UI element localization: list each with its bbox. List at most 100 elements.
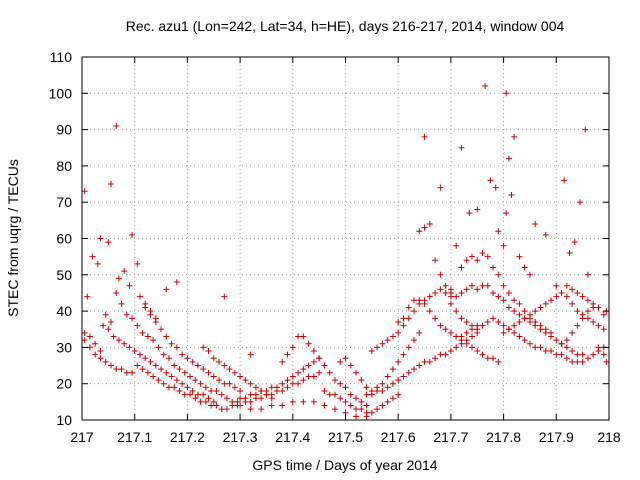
- data-point: [479, 250, 486, 257]
- data-point: [194, 391, 201, 398]
- data-point: [563, 293, 570, 300]
- data-point: [129, 369, 136, 376]
- data-point: [511, 297, 518, 304]
- data-points: [81, 83, 610, 420]
- data-point: [416, 329, 423, 336]
- data-point: [458, 289, 465, 296]
- data-point: [421, 133, 428, 140]
- data-point: [532, 344, 539, 351]
- y-tick-label: 100: [49, 85, 73, 101]
- data-point: [160, 351, 167, 358]
- data-point: [553, 351, 560, 358]
- data-point: [453, 242, 460, 249]
- data-point: [152, 362, 159, 369]
- data-point: [479, 351, 486, 358]
- data-point: [516, 300, 523, 307]
- data-point: [521, 308, 528, 315]
- data-point: [300, 377, 307, 384]
- data-point: [458, 333, 465, 340]
- data-point: [139, 366, 146, 373]
- data-point: [129, 315, 136, 322]
- data-point: [131, 348, 138, 355]
- data-point: [537, 326, 544, 333]
- data-point: [284, 377, 291, 384]
- data-point: [181, 369, 188, 376]
- data-point: [92, 340, 99, 347]
- data-point: [81, 329, 88, 336]
- data-point: [295, 369, 302, 376]
- data-point: [202, 384, 209, 391]
- data-point: [453, 293, 460, 300]
- data-point: [226, 366, 233, 373]
- data-point: [89, 253, 96, 260]
- data-point: [218, 391, 225, 398]
- data-point: [416, 228, 423, 235]
- data-point: [237, 387, 244, 394]
- data-point: [279, 402, 286, 409]
- data-point: [237, 373, 244, 380]
- data-point: [437, 286, 444, 293]
- data-point: [326, 369, 333, 376]
- data-point: [389, 366, 396, 373]
- data-point: [447, 329, 454, 336]
- data-point: [447, 348, 454, 355]
- data-point: [331, 406, 338, 413]
- data-point: [192, 395, 199, 402]
- data-point: [179, 380, 186, 387]
- data-point: [432, 315, 439, 322]
- data-point: [237, 395, 244, 402]
- data-point: [363, 384, 370, 391]
- data-point: [310, 358, 317, 365]
- data-point: [532, 308, 539, 315]
- data-point: [216, 377, 223, 384]
- data-point: [500, 282, 507, 289]
- data-point: [300, 366, 307, 373]
- x-tick-label: 217.5: [328, 429, 363, 445]
- data-point: [223, 395, 230, 402]
- data-point: [521, 315, 528, 322]
- data-point: [595, 322, 602, 329]
- data-point: [189, 387, 196, 394]
- data-point: [300, 333, 307, 340]
- data-point: [569, 348, 576, 355]
- data-point: [97, 355, 104, 362]
- data-point: [463, 286, 470, 293]
- data-point: [152, 318, 159, 325]
- data-point: [200, 366, 207, 373]
- data-point: [115, 337, 122, 344]
- data-point: [279, 387, 286, 394]
- data-point: [563, 282, 570, 289]
- data-point: [537, 344, 544, 351]
- y-tick-label: 80: [56, 158, 72, 174]
- data-point: [569, 286, 576, 293]
- data-point: [474, 322, 481, 329]
- data-point: [295, 380, 302, 387]
- data-point: [102, 358, 109, 365]
- data-point: [421, 300, 428, 307]
- data-point: [144, 333, 151, 340]
- data-point: [495, 228, 502, 235]
- data-point: [353, 369, 360, 376]
- data-point: [484, 318, 491, 325]
- data-point: [484, 355, 491, 362]
- y-tick-label: 50: [56, 267, 72, 283]
- data-point: [479, 282, 486, 289]
- y-tick-label: 60: [56, 231, 72, 247]
- data-point: [411, 366, 418, 373]
- data-point: [150, 337, 157, 344]
- data-point: [192, 377, 199, 384]
- data-point: [374, 344, 381, 351]
- data-point: [358, 398, 365, 405]
- x-tick-label: 217.8: [486, 429, 521, 445]
- data-point: [561, 177, 568, 184]
- data-point: [184, 384, 191, 391]
- data-point: [600, 326, 607, 333]
- data-point: [202, 398, 209, 405]
- data-point: [316, 369, 323, 376]
- data-point: [142, 355, 149, 362]
- data-point: [165, 384, 172, 391]
- data-point: [384, 398, 391, 405]
- data-point: [176, 387, 183, 394]
- chart-title: Rec. azu1 (Lon=242, Lat=34, h=HE), days …: [126, 18, 565, 34]
- data-point: [147, 311, 154, 318]
